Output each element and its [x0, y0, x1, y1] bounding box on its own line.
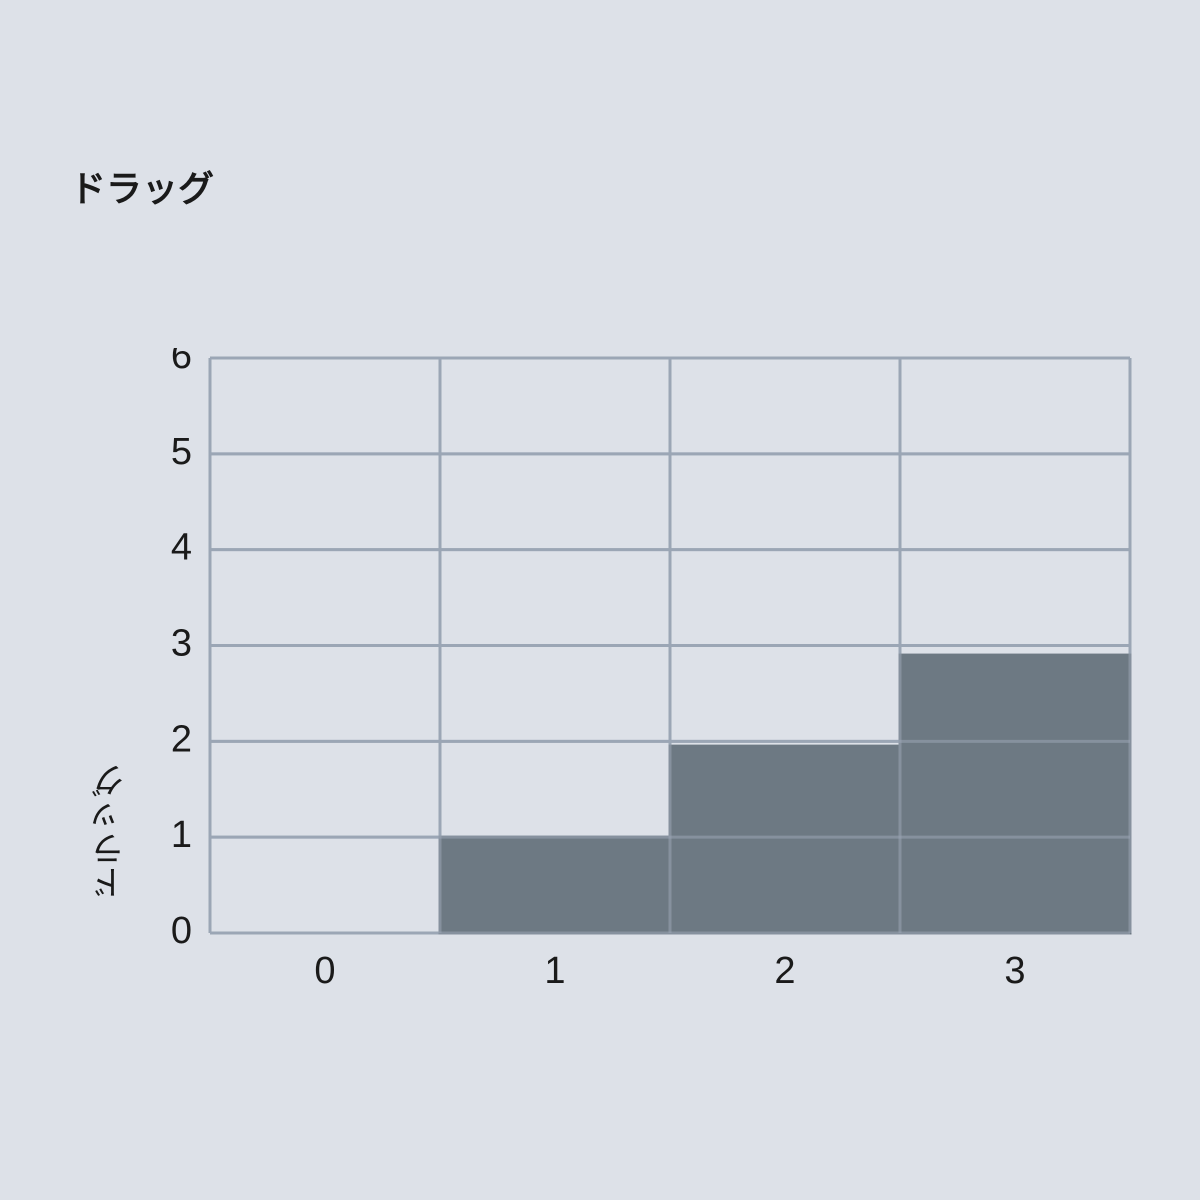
bar — [440, 837, 670, 933]
x-tick-label: 2 — [774, 950, 795, 992]
bar — [670, 746, 900, 933]
y-tick-label: 5 — [171, 431, 192, 473]
y-tick-label: 2 — [171, 718, 192, 760]
y-tick-label: 4 — [171, 527, 192, 569]
y-tick-label: 6 — [171, 348, 192, 377]
x-tick-label: 1 — [544, 950, 565, 992]
bar — [900, 655, 1130, 933]
x-tick-label: 0 — [314, 950, 335, 992]
y-tick-label: 0 — [171, 910, 192, 952]
y-tick-label: 3 — [171, 623, 192, 665]
x-tick-label: 3 — [1004, 950, 1025, 992]
chart-title: ドラッグ — [70, 160, 214, 212]
y-axis-label: ドラッグ — [86, 764, 135, 900]
bar-chart: 0 1 2 3 4 5 6 0 1 2 3 — [140, 348, 1140, 1013]
y-tick-label: 1 — [171, 814, 192, 856]
